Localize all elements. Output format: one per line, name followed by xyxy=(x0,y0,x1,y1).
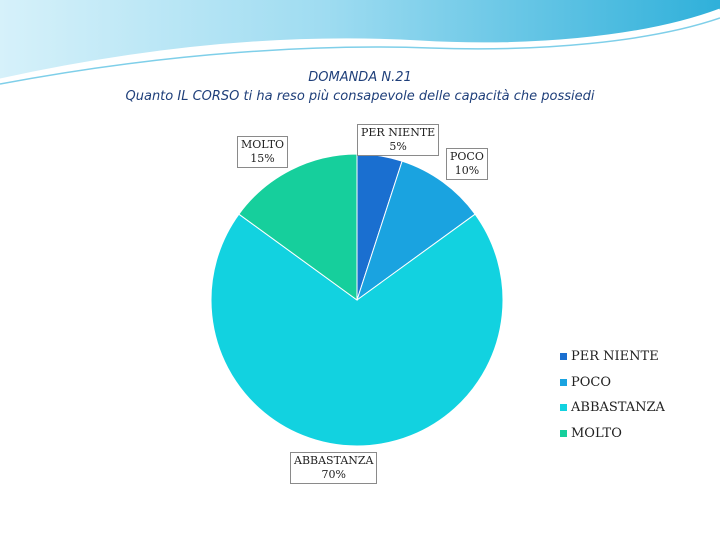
legend-swatch xyxy=(560,378,567,386)
legend-label: POCO xyxy=(571,374,612,390)
legend-item-per-niente: PER NIENTE xyxy=(560,344,665,370)
legend-item-abbastanza: ABBASTANZA xyxy=(560,395,665,421)
data-label-category: POCO xyxy=(450,150,484,163)
header-wave-decoration xyxy=(0,0,720,85)
data-label-category: PER NIENTE xyxy=(361,126,436,139)
chart-title-block: DOMANDA N.21 Quanto IL CORSO ti ha reso … xyxy=(0,68,720,106)
pie-slice-abbastanza xyxy=(210,213,504,447)
legend-label: PER NIENTE xyxy=(571,349,659,365)
legend-swatch xyxy=(560,404,567,412)
pie-slice-molto xyxy=(238,153,358,301)
data-label-abbastanza: ABBASTANZA 70% xyxy=(290,452,378,484)
chart-subtitle: Quanto IL CORSO ti ha reso più consapevo… xyxy=(125,89,595,104)
data-label-value: 70% xyxy=(321,468,346,481)
data-label-value: 10% xyxy=(454,164,480,177)
data-label-value: 15% xyxy=(250,152,275,165)
data-label-category: ABBASTANZA xyxy=(294,454,374,467)
data-label-molto: MOLTO 15% xyxy=(237,136,289,168)
pie-slice-poco xyxy=(356,160,476,302)
data-label-category: MOLTO xyxy=(241,138,285,151)
legend-label: ABBASTANZA xyxy=(571,400,665,416)
data-label-poco: POCO 10% xyxy=(446,148,488,180)
chart-title: DOMANDA N.21 xyxy=(308,70,412,85)
chart-legend: PER NIENTE POCO ABBASTANZA MOLTO xyxy=(560,344,665,446)
legend-item-molto: MOLTO xyxy=(560,421,665,447)
data-label-value: 5% xyxy=(389,140,407,153)
data-label-per-niente: PER NIENTE 5% xyxy=(357,124,440,156)
legend-swatch xyxy=(560,429,567,437)
legend-label: MOLTO xyxy=(571,425,622,441)
legend-item-poco: POCO xyxy=(560,370,665,396)
legend-swatch xyxy=(560,353,567,361)
